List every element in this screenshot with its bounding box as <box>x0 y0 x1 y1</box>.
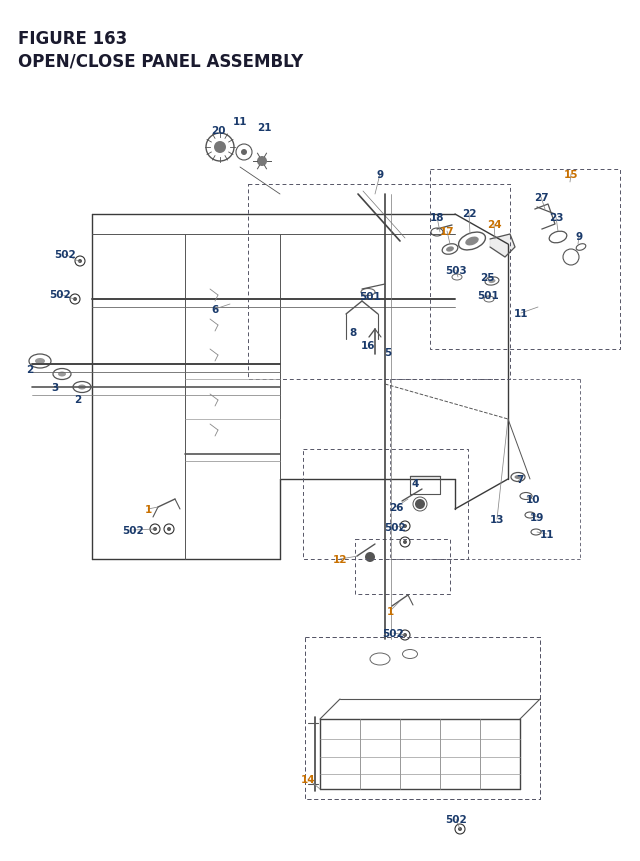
Text: 21: 21 <box>257 123 271 133</box>
Circle shape <box>153 528 157 531</box>
Text: 2: 2 <box>26 364 34 375</box>
Text: 1: 1 <box>387 606 394 616</box>
Text: 502: 502 <box>49 289 71 300</box>
Text: 9: 9 <box>575 232 582 242</box>
Text: 27: 27 <box>534 193 548 202</box>
Text: 9: 9 <box>376 170 383 180</box>
Text: 501: 501 <box>477 291 499 300</box>
Text: 10: 10 <box>525 494 540 505</box>
Ellipse shape <box>78 385 86 390</box>
Text: 502: 502 <box>384 523 406 532</box>
Text: 25: 25 <box>480 273 494 282</box>
Text: 2: 2 <box>74 394 82 405</box>
Text: 23: 23 <box>548 213 563 223</box>
Text: 17: 17 <box>440 226 454 237</box>
Text: OPEN/CLOSE PANEL ASSEMBLY: OPEN/CLOSE PANEL ASSEMBLY <box>18 52 303 70</box>
Text: 502: 502 <box>382 629 404 638</box>
Text: 24: 24 <box>486 220 501 230</box>
Text: 19: 19 <box>530 512 544 523</box>
Text: 13: 13 <box>490 514 504 524</box>
Text: 4: 4 <box>412 479 419 488</box>
Ellipse shape <box>58 372 66 377</box>
Text: 7: 7 <box>516 474 524 485</box>
Ellipse shape <box>515 475 522 480</box>
Text: 11: 11 <box>233 117 247 127</box>
Text: 3: 3 <box>51 382 59 393</box>
Circle shape <box>403 633 407 637</box>
Text: 22: 22 <box>461 208 476 219</box>
Text: 12: 12 <box>333 554 348 564</box>
Circle shape <box>78 260 82 263</box>
Circle shape <box>365 553 375 562</box>
Text: 1: 1 <box>145 505 152 514</box>
Text: 5: 5 <box>385 348 392 357</box>
Ellipse shape <box>488 280 495 284</box>
Text: 14: 14 <box>301 774 316 784</box>
Circle shape <box>458 827 462 831</box>
Text: 503: 503 <box>445 266 467 276</box>
Text: 6: 6 <box>211 305 219 314</box>
Text: 502: 502 <box>122 525 144 536</box>
Circle shape <box>214 142 226 154</box>
Polygon shape <box>490 235 515 257</box>
Ellipse shape <box>446 247 454 252</box>
Text: 8: 8 <box>349 328 356 338</box>
Text: 11: 11 <box>514 308 528 319</box>
Text: 11: 11 <box>540 530 554 539</box>
Ellipse shape <box>35 358 45 364</box>
Text: 16: 16 <box>361 341 375 350</box>
Text: 18: 18 <box>429 213 444 223</box>
Circle shape <box>257 157 267 167</box>
Circle shape <box>167 528 171 531</box>
Ellipse shape <box>465 238 479 246</box>
Circle shape <box>241 150 247 156</box>
Text: 502: 502 <box>54 250 76 260</box>
Text: 15: 15 <box>564 170 579 180</box>
Circle shape <box>73 298 77 301</box>
Text: 501: 501 <box>359 292 381 301</box>
Text: 26: 26 <box>388 503 403 512</box>
Circle shape <box>403 541 407 544</box>
Text: FIGURE 163: FIGURE 163 <box>18 30 127 48</box>
Text: 502: 502 <box>445 814 467 824</box>
Circle shape <box>415 499 425 510</box>
Circle shape <box>403 524 407 529</box>
Text: 20: 20 <box>211 126 225 136</box>
